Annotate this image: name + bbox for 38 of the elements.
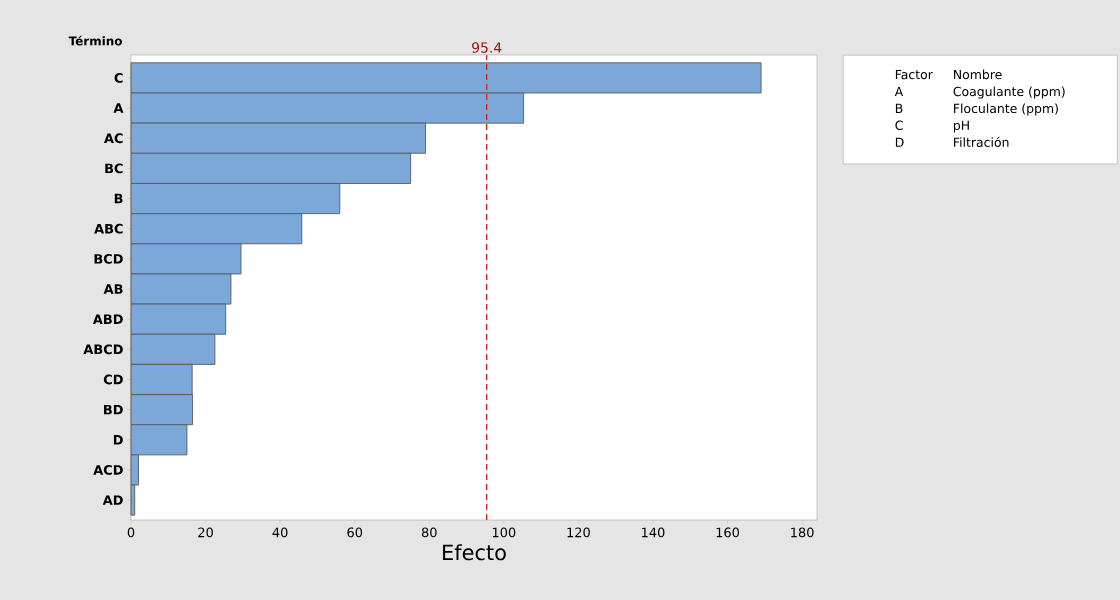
x-tick-label: 100 — [492, 527, 516, 538]
y-tick-label: BC — [105, 163, 123, 174]
y-tick-label: AB — [103, 284, 123, 294]
y-axis-title: Término — [68, 35, 122, 46]
x-tick-label: 20 — [198, 527, 213, 538]
text: pH — [953, 120, 969, 133]
y-tick-label: D — [113, 435, 123, 445]
x-tick-label: 60 — [347, 527, 363, 538]
y-tick-label: BCD — [94, 253, 123, 264]
text: D — [895, 137, 904, 147]
text: A — [894, 86, 904, 96]
x-tick-label: 80 — [421, 527, 437, 538]
ref-line-label: 95.4 — [472, 42, 502, 53]
x-tick-label: 40 — [272, 527, 288, 538]
x-tick-label: 180 — [791, 527, 814, 538]
text: Coagulante (ppm) — [953, 86, 1065, 99]
y-tick-label: CD — [103, 374, 123, 385]
text: Filtración — [954, 136, 1009, 147]
x-tick-label: 0 — [127, 527, 135, 538]
y-tick-label: A — [113, 103, 124, 113]
text: Factor — [895, 69, 933, 80]
y-tick-label: ABD — [92, 314, 123, 324]
x-tick-label: 140 — [642, 527, 665, 538]
y-tick-label: C — [114, 73, 123, 83]
text: Floculante (ppm) — [954, 103, 1058, 116]
y-tick-label: ACD — [93, 465, 123, 475]
x-tick-label: 160 — [716, 527, 740, 538]
text: Nombre — [954, 69, 1002, 80]
y-tick-label: ABCD — [83, 344, 123, 355]
y-tick-label: B — [114, 193, 123, 204]
x-tick-label: 120 — [567, 527, 590, 538]
text: B — [895, 103, 903, 113]
x-axis-title: Efecto — [443, 544, 506, 561]
y-tick-label: ABC — [94, 223, 123, 234]
y-tick-label: BD — [104, 404, 123, 415]
text: C — [895, 120, 903, 131]
y-tick-label: AD — [102, 495, 123, 505]
y-tick-label: AC — [104, 133, 123, 144]
